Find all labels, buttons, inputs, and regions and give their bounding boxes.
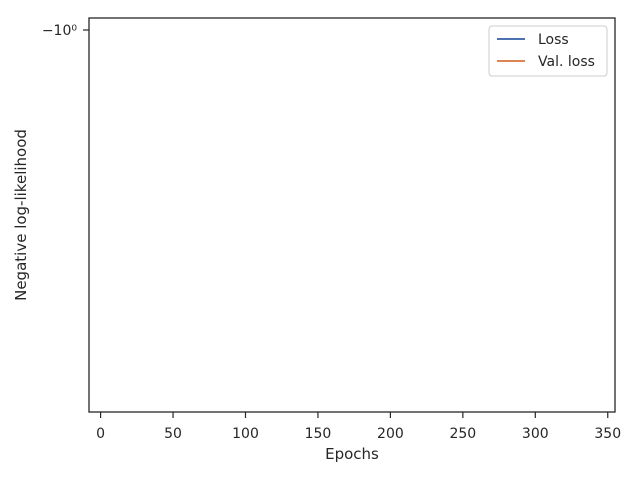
x-tick-label: 100 xyxy=(232,426,259,442)
x-axis-ticks: 0 50 100 150 200 250 300 350 xyxy=(96,412,621,442)
legend: Loss Val. loss xyxy=(488,25,608,77)
x-tick-label: 150 xyxy=(305,426,332,442)
x-tick-label: 250 xyxy=(449,426,476,442)
x-axis-label: Epochs xyxy=(325,445,379,463)
x-tick-label: 300 xyxy=(522,426,549,442)
x-tick-label: 50 xyxy=(164,426,182,442)
y-axis-ticks: −10⁰ xyxy=(42,23,89,39)
y-tick-label: −10⁰ xyxy=(42,23,78,39)
x-tick-label: 350 xyxy=(594,426,621,442)
legend-label-val-loss: Val. loss xyxy=(538,54,595,70)
plot-frame xyxy=(88,17,616,413)
y-axis-label: Negative log-likelihood xyxy=(12,129,30,301)
x-tick-label: 200 xyxy=(377,426,404,442)
legend-label-loss: Loss xyxy=(538,32,569,48)
x-tick-label: 0 xyxy=(96,426,105,442)
